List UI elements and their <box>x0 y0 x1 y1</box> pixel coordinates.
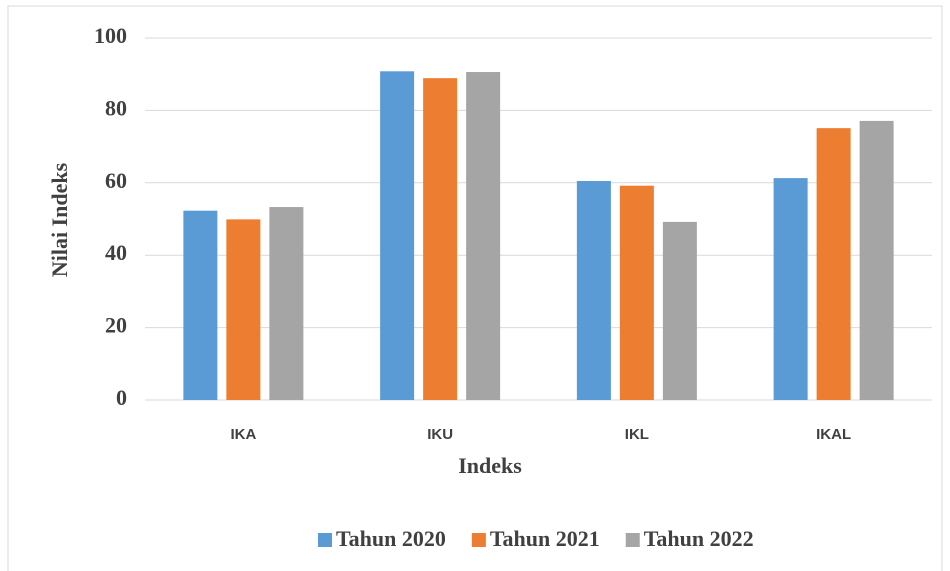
y-tick-label: 20 <box>105 313 127 338</box>
bar <box>859 120 894 400</box>
y-tick-label: 40 <box>105 240 127 265</box>
x-tick-label: IKA <box>230 426 256 443</box>
chart-border <box>7 5 943 571</box>
bar <box>662 221 697 400</box>
legend-swatch <box>318 533 332 547</box>
bar <box>576 180 611 400</box>
y-tick-label: 80 <box>105 95 127 120</box>
y-axis-title: Nilai Indeks <box>47 162 72 277</box>
legend-label: Tahun 2021 <box>490 526 600 551</box>
y-tick-label: 0 <box>116 385 127 410</box>
bar <box>466 72 501 400</box>
legend-swatch <box>471 533 486 547</box>
bar <box>183 210 218 400</box>
x-axis-title: Indeks <box>458 453 522 478</box>
y-tick-label: 100 <box>94 23 127 48</box>
x-tick-label: IKAL <box>816 426 851 443</box>
bar <box>816 128 851 400</box>
bar <box>269 207 304 400</box>
x-tick-label: IKL <box>625 426 649 443</box>
legend-label: Tahun 2020 <box>336 526 446 551</box>
y-tick-label: 60 <box>105 168 127 193</box>
bar <box>773 178 808 400</box>
legend-label: Tahun 2022 <box>644 526 754 551</box>
x-tick-label: IKU <box>427 426 453 443</box>
bar <box>619 185 654 400</box>
legend-swatch <box>625 533 640 547</box>
bar <box>226 219 261 400</box>
bar <box>423 78 458 400</box>
bar <box>380 71 415 400</box>
